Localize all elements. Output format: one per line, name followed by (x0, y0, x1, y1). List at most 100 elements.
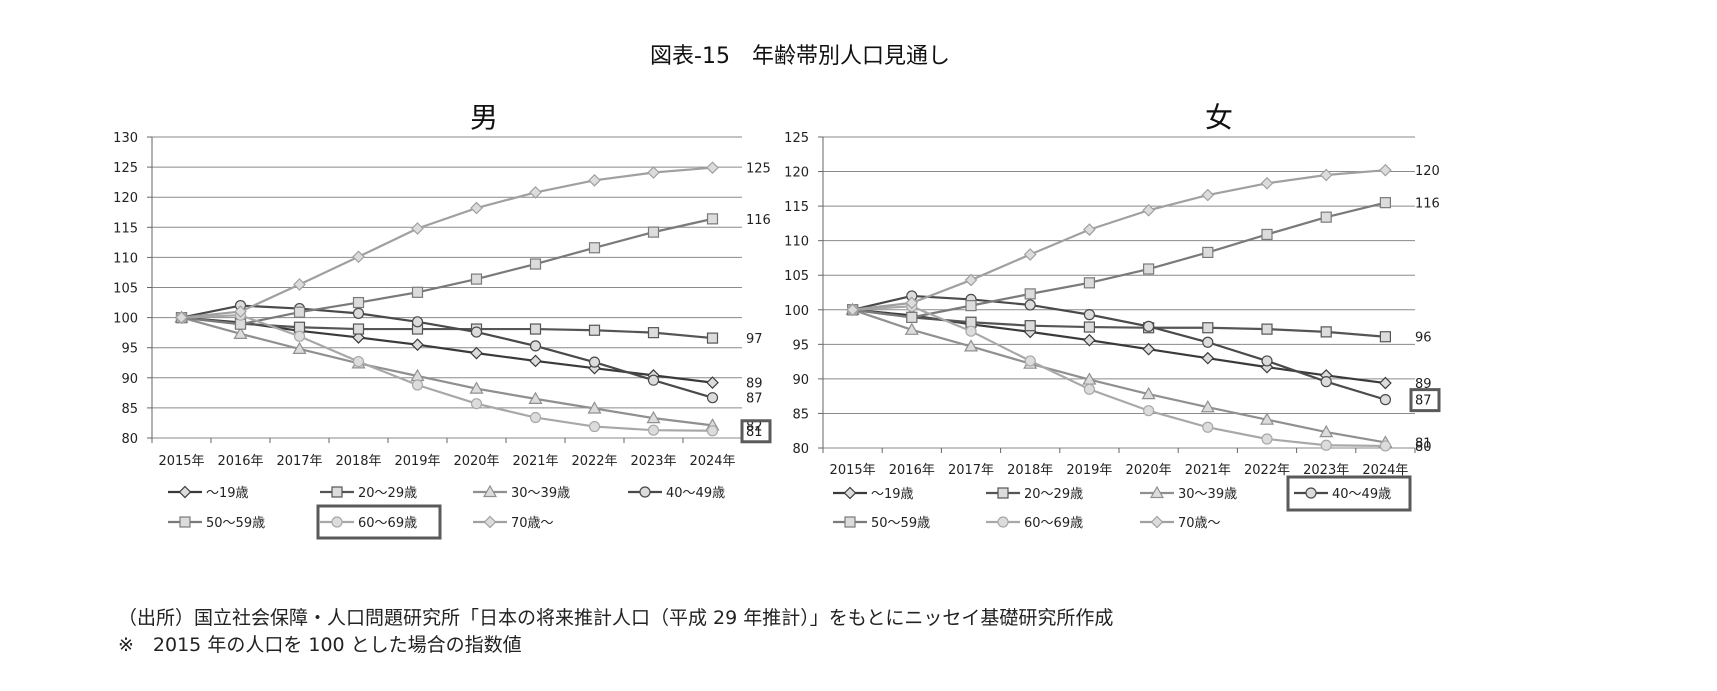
data-point (411, 338, 424, 352)
legend-label: 60～69歳 (1024, 516, 1083, 531)
data-point (1083, 383, 1096, 395)
data-point (1379, 331, 1392, 343)
series-line (181, 314, 713, 432)
legend-label: ～19歳 (206, 486, 249, 501)
data-point (1202, 322, 1214, 334)
legend-marker (331, 486, 343, 498)
female-chart-title: 女 (1205, 101, 1234, 134)
x-tick-label: 2023年 (1303, 463, 1349, 478)
male-population-chart: 80 85 90 95 100 105 110 115 120 125 130 2015年 2016年 2… (113, 131, 772, 540)
data-point (1379, 163, 1392, 177)
data-point (1024, 299, 1036, 311)
data-point (529, 354, 542, 368)
data-point (587, 401, 602, 414)
data-point (469, 381, 484, 394)
data-point (1083, 223, 1096, 236)
data-point (906, 311, 918, 323)
x-tick-label: 2022年 (1244, 463, 1290, 478)
y-tick-label: 130 (113, 131, 138, 146)
data-point (846, 303, 859, 317)
data-label: 87 (746, 392, 763, 407)
x-tick-label: 2017年 (276, 454, 322, 469)
data-label: 80 (1415, 440, 1432, 455)
legend-marker (843, 486, 857, 500)
data-point (1379, 440, 1392, 452)
data-point (647, 327, 660, 339)
x-tick-label: 2016年 (217, 454, 263, 469)
data-point (1379, 376, 1392, 390)
x-tick-label: 2020年 (1126, 463, 1172, 478)
y-tick-label: 125 (784, 131, 809, 146)
data-point (963, 339, 979, 352)
data-point (293, 278, 306, 291)
data-point (1201, 188, 1215, 202)
y-tick-label: 95 (792, 338, 809, 353)
male-chart-title: 男 (470, 101, 499, 134)
data-point (352, 355, 365, 368)
series-line (181, 166, 713, 319)
x-tick-label: 2019年 (394, 454, 440, 469)
figure-title: 図表-15 年齢帯別人口見通し (650, 44, 950, 69)
highlight-box (1409, 388, 1441, 413)
data-point (1202, 421, 1214, 433)
data-point (293, 306, 306, 318)
legend-marker (179, 516, 191, 528)
y-tick-label: 105 (784, 269, 809, 284)
data-point (529, 258, 542, 270)
y-tick-label: 120 (784, 166, 809, 181)
source-note: （出所）国立社会保障・人口問題研究所「日本の将来推計人口（平成 29 年推計）」… (118, 607, 1114, 629)
data-point (1202, 336, 1214, 348)
data-point (411, 222, 424, 235)
data-point (1083, 277, 1096, 289)
data-point (1142, 263, 1155, 275)
x-tick-label: 2017年 (948, 463, 994, 478)
data-point (470, 273, 483, 285)
data-label: 81 (1415, 436, 1432, 451)
legend-marker (1149, 485, 1165, 499)
legend-label: 50～59歳 (871, 516, 930, 531)
y-tick-label: 85 (792, 407, 809, 422)
data-point (647, 226, 660, 238)
legend-label: 40～49歳 (666, 486, 725, 501)
data-point (1202, 246, 1214, 259)
data-point (1320, 439, 1332, 451)
data-point (1024, 320, 1036, 332)
data-label: 116 (1415, 197, 1440, 212)
legend-label: 30～39歳 (1178, 487, 1237, 502)
data-point (1142, 405, 1155, 417)
data-point (706, 161, 719, 175)
data-point (706, 376, 719, 389)
legend-label: 70歳～ (511, 516, 554, 531)
y-tick-label: 105 (113, 282, 138, 297)
data-point (1379, 394, 1392, 406)
data-point (470, 201, 483, 215)
data-point (706, 213, 719, 225)
data-label: 82 (746, 419, 763, 434)
y-tick-label: 90 (121, 372, 138, 387)
data-point (1261, 228, 1273, 241)
data-point (352, 331, 365, 344)
legend-marker (482, 484, 498, 498)
data-point (1320, 326, 1332, 338)
data-point (1200, 400, 1215, 413)
data-point (411, 286, 424, 298)
y-tick-label: 85 (121, 402, 138, 417)
y-tick-label: 110 (113, 251, 138, 266)
series-line (852, 201, 1386, 319)
data-point (588, 420, 601, 433)
series-line (852, 294, 1386, 401)
data-point (588, 242, 601, 254)
y-tick-label: 80 (121, 432, 138, 447)
data-label: 89 (746, 377, 763, 392)
data-point (1320, 211, 1332, 223)
y-tick-label: 115 (113, 221, 138, 236)
data-point (588, 356, 601, 368)
data-label: 125 (746, 162, 771, 177)
y-tick-label: 100 (784, 304, 809, 319)
legend-highlight-box (1286, 475, 1412, 512)
data-label: 87 (1415, 394, 1432, 409)
legend-marker (844, 516, 856, 528)
legend-highlight-box (316, 504, 442, 540)
data-point (1141, 386, 1156, 400)
data-point (470, 326, 483, 338)
